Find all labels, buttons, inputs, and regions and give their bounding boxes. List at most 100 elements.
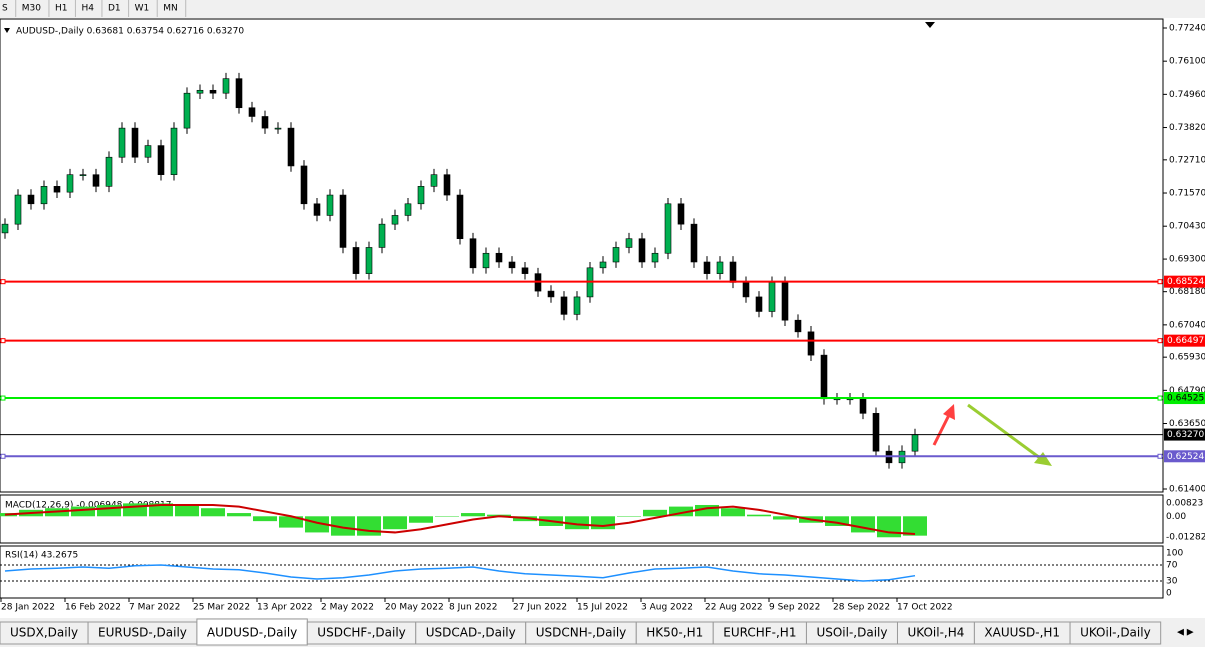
candle-body [599, 261, 607, 269]
timeframe-button[interactable]: W1 [135, 4, 150, 14]
macd-bar [773, 516, 797, 520]
candle-body [872, 413, 880, 452]
candle-body [794, 319, 802, 333]
candle-body [222, 78, 230, 94]
candle-body [170, 127, 178, 175]
price-label: 0.73820 [1169, 123, 1205, 133]
price-label: 0.70430 [1169, 222, 1205, 232]
tab[interactable]: UKOil-,H4 [896, 621, 975, 645]
timeframe-button[interactable]: MN [163, 4, 178, 14]
candle-body [352, 247, 360, 274]
macd-signal [4, 503, 916, 536]
red-arrow [932, 404, 955, 446]
macd-bar [71, 506, 95, 517]
macd-bar [825, 516, 849, 526]
rsi-label: 100 [1166, 549, 1183, 559]
macd-bar [695, 504, 719, 517]
tab[interactable]: USDX,Daily [0, 621, 89, 645]
date-label: 15 Jul 2022 [577, 603, 628, 613]
tab[interactable]: XAUUSD-,H1 [973, 621, 1071, 645]
level-handle [0, 338, 6, 344]
candle-body [105, 156, 113, 187]
date-label: 13 Apr 2022 [257, 603, 313, 613]
candle-body [547, 290, 555, 298]
candle-body [820, 354, 828, 400]
price-label: 0.77240 [1169, 24, 1205, 34]
candle-body [443, 174, 451, 196]
candle-body [326, 194, 334, 216]
candle-body [742, 282, 750, 298]
tab[interactable]: EURCHF-,H1 [712, 621, 807, 645]
tab[interactable]: USDCAD-,Daily [415, 621, 527, 645]
price-label: 0.67040 [1169, 320, 1205, 330]
timeframe-button[interactable]: M30 [22, 4, 41, 14]
candle-body [287, 127, 295, 167]
toolbar [0, 0, 1205, 18]
macd-bar [435, 516, 459, 517]
tab[interactable]: EURUSD-,Daily [87, 621, 198, 645]
candle-body [716, 261, 724, 274]
candle-body [404, 203, 412, 216]
timeframe-button[interactable]: H1 [55, 4, 68, 14]
level-label: 0.66497 [1167, 336, 1204, 346]
price-label: 0.76100 [1169, 57, 1205, 67]
macd-bar [461, 513, 485, 517]
price-label: 0.74960 [1169, 90, 1205, 100]
rsi-label: 0 [1166, 589, 1172, 599]
timeframe-button[interactable]: H4 [81, 4, 94, 14]
macd-bar [591, 516, 615, 530]
tab[interactable]: UKOil-,Daily [1069, 621, 1162, 645]
price-label: 0.65930 [1169, 353, 1205, 363]
rsi-label: 30 [1166, 577, 1178, 587]
tab[interactable]: AUDUSD-,Daily [196, 618, 308, 646]
tab-label: EURUSD-,Daily [98, 626, 187, 640]
price-label: 0.71570 [1169, 189, 1205, 199]
level-handle [0, 395, 6, 401]
scroll-arrows[interactable]: ◀ ▶ [1177, 628, 1194, 638]
candle-body [417, 186, 425, 205]
macd-bar [721, 508, 745, 517]
candle-body [1, 223, 9, 234]
macd-bar [279, 516, 303, 528]
candle-body [664, 203, 672, 254]
tab[interactable]: USDCHF-,Daily [306, 621, 417, 645]
candle-body [690, 223, 698, 263]
candle-body [261, 116, 269, 129]
tab-label: XAUUSD-,H1 [984, 626, 1060, 640]
macd-bar [617, 516, 641, 517]
candle-body [300, 165, 308, 205]
date-label: 27 Jun 2022 [513, 603, 567, 613]
candle-body [495, 252, 503, 263]
candle-body [313, 203, 321, 216]
timeframe-button[interactable]: S [2, 4, 8, 14]
candle-body [196, 89, 204, 94]
date-label: 3 Aug 2022 [641, 603, 693, 613]
level-label-bg [1164, 450, 1205, 463]
candle-body [339, 194, 347, 248]
candle-body [755, 296, 763, 312]
candle-body [53, 186, 61, 193]
rsi-header: RSI(14) 43.2675 [5, 551, 78, 561]
tab[interactable]: USDCNH-,Daily [525, 621, 637, 645]
level-label: 0.63270 [1167, 430, 1204, 440]
timeframe-button[interactable]: D1 [108, 4, 121, 14]
tab[interactable]: HK50-,H1 [635, 621, 714, 645]
tab[interactable]: USOil-,Daily [805, 621, 898, 645]
macd-bar [201, 508, 225, 517]
candle-body [66, 174, 74, 193]
macd-bar [643, 509, 667, 517]
tab-label: UKOil-,H4 [907, 626, 964, 640]
candle-body [469, 238, 477, 269]
candle-body [768, 282, 776, 312]
price-label: 0.68180 [1169, 287, 1205, 297]
tab-label: HK50-,H1 [646, 626, 703, 640]
level-handle [1157, 453, 1163, 459]
candle-body [859, 398, 867, 414]
macd-bar [383, 516, 407, 530]
candle-body [378, 223, 386, 248]
candle-body [274, 127, 282, 130]
candle-body [365, 247, 373, 274]
macd-header: MACD(12,26,9) -0.006948 -0.008817 [5, 501, 171, 511]
tab-bg [1069, 621, 1162, 645]
